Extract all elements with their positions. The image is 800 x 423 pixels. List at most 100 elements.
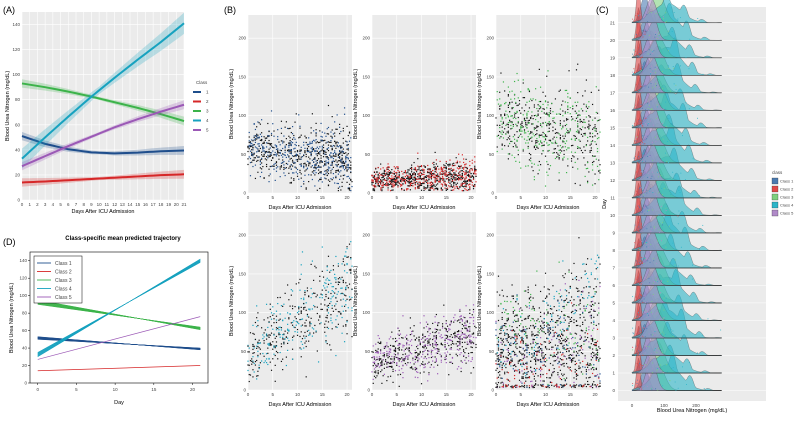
panel-b-point (432, 323, 433, 324)
panel-b-point (557, 132, 558, 133)
panel-b-point (281, 361, 282, 362)
panel-b-point (257, 135, 258, 136)
panel-b-point (409, 348, 410, 349)
panel-b-point (411, 366, 412, 367)
panel-b-point (468, 179, 469, 180)
panel-b-point (583, 157, 584, 158)
panel-b-point (399, 386, 400, 387)
panel-b-point (550, 382, 551, 383)
panel-b-point (338, 170, 339, 171)
panel-b-point (521, 127, 522, 128)
panel-b-point (475, 173, 476, 174)
panel-b-point (462, 319, 463, 320)
panel-b-point (406, 364, 407, 365)
panel-b-point (443, 316, 444, 317)
panel-b-point (324, 174, 325, 175)
panel-b-point (263, 142, 264, 143)
panel-b-point (560, 145, 561, 146)
panel-b-point (498, 320, 499, 321)
panel-b-point (443, 181, 444, 182)
panel-b-point (499, 294, 500, 295)
panel-b-point (378, 342, 379, 343)
panel-b-point (530, 158, 531, 159)
panel-b-point (270, 166, 271, 167)
panel-b-xlabel: Days After ICU Admission (517, 205, 580, 211)
panel-b-ytick: 100 (486, 310, 494, 315)
panel-b-point (571, 355, 572, 356)
panel-b-point (535, 335, 536, 336)
panel-b-point (409, 344, 410, 345)
panel-b-point (475, 170, 476, 171)
panel-b-point (385, 175, 386, 176)
panel-b-point (544, 145, 545, 146)
panel-b-point (304, 151, 305, 152)
panel-b-point (582, 95, 583, 96)
panel-b-point (328, 284, 329, 285)
panel-b-point (497, 91, 498, 92)
panel-b-point (339, 145, 340, 146)
panel-b-point (292, 172, 293, 173)
panel-b-point (561, 384, 562, 385)
panel-b-ytick: 200 (362, 233, 370, 238)
panel-b-point (380, 362, 381, 363)
panel-b-point (571, 334, 572, 335)
panel-b-point (457, 336, 458, 337)
panel-b-point (389, 180, 390, 181)
panel-b-point (343, 151, 344, 152)
panel-b-point (567, 338, 568, 339)
panel-b-point (373, 176, 374, 177)
panel-b-point (508, 145, 509, 146)
panel-b-point (423, 179, 424, 180)
panel-b-point (443, 164, 444, 165)
panel-b-point (580, 339, 581, 340)
panel-b-ylabel: Blood Urea Nitrogen (mg/dL) (353, 266, 359, 336)
panel-b-point (540, 376, 541, 377)
panel-b-point (249, 136, 250, 137)
panel-b-point (495, 117, 496, 118)
panel-b-point (531, 308, 532, 309)
panel-b-point (249, 365, 250, 366)
panel-b-point (464, 325, 465, 326)
panel-b-point (525, 318, 526, 319)
panel-b-point (571, 158, 572, 159)
panel-b-point (281, 140, 282, 141)
panel-b-point (439, 172, 440, 173)
panel-b-point (306, 187, 307, 188)
panel-b-point (540, 123, 541, 124)
panel-b-point (256, 348, 257, 349)
panel-b-point (323, 153, 324, 154)
panel-b-point (307, 314, 308, 315)
panel-b-point (255, 157, 256, 158)
panel-b-point (577, 126, 578, 127)
panel-b-point (413, 363, 414, 364)
panel-b-point (387, 376, 388, 377)
panel-b-point (259, 156, 260, 157)
panel-b-point (266, 333, 267, 334)
panel-b-point (588, 115, 589, 116)
panel-b-point (304, 170, 305, 171)
panel-b-point (291, 177, 292, 178)
panel-b-point (515, 113, 516, 114)
panel-b-point (350, 167, 351, 168)
panel-b-point (328, 159, 329, 160)
panel-b-point (387, 183, 388, 184)
panel-b-point (410, 183, 411, 184)
panel-b-point (304, 175, 305, 176)
panel-b-point (417, 377, 418, 378)
panel-b-point (273, 334, 274, 335)
panel-b-point (328, 157, 329, 158)
panel-b-point (247, 364, 248, 365)
panel-b-point (562, 136, 563, 137)
panel-b-point (401, 181, 402, 182)
panel-b-point (589, 364, 590, 365)
panel-b-point (271, 143, 272, 144)
panel-b-point (309, 163, 310, 164)
panel-a-xtick: 18 (158, 202, 164, 207)
panel-b-point (247, 346, 248, 347)
panel-b-point (332, 138, 333, 139)
panel-b-point (303, 181, 304, 182)
panel-b-point (542, 122, 543, 123)
panel-b-point (309, 334, 310, 335)
panel-b-point (409, 180, 410, 181)
panel-b-point (521, 340, 522, 341)
